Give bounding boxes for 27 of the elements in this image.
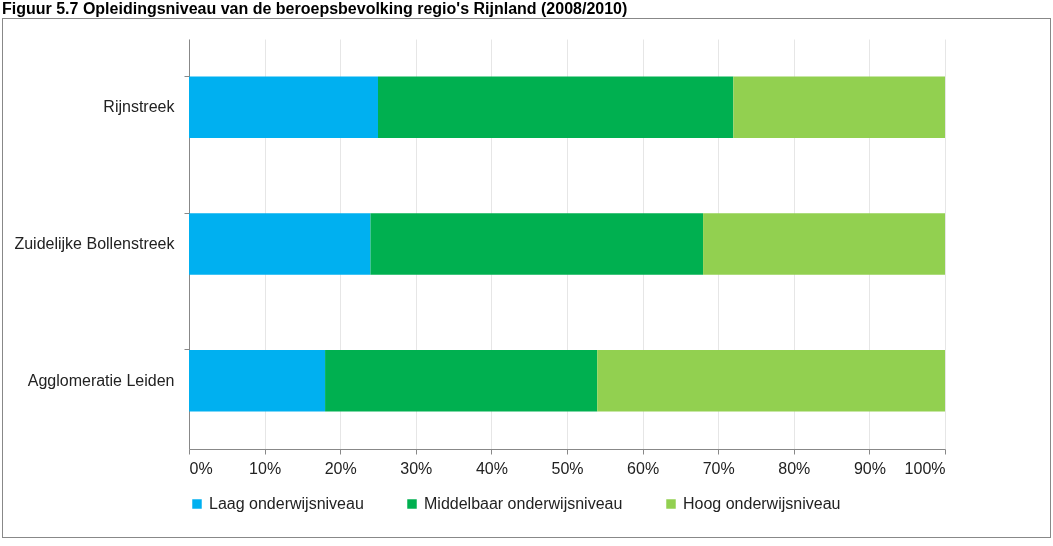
x-tick-label: 10%	[249, 459, 282, 477]
bar	[703, 213, 945, 275]
bar	[189, 349, 326, 412]
bar	[597, 349, 945, 412]
bar	[189, 76, 378, 139]
x-tick-label: 100%	[904, 459, 946, 477]
bar	[378, 76, 734, 139]
x-tick-label: 20%	[324, 459, 357, 477]
x-tick-label: 50%	[551, 459, 584, 477]
y-tick-label: Rijnstreek	[103, 98, 176, 116]
bar	[189, 213, 371, 275]
legend-label: Laag onderwijsniveau	[209, 495, 364, 512]
bar	[370, 213, 704, 275]
legend-label: Hoog onderwijsniveau	[683, 495, 841, 512]
x-tick-label: 70%	[702, 459, 735, 477]
bar	[733, 76, 945, 139]
x-tick-label: 90%	[853, 459, 886, 477]
legend-label: Middelbaar onderwijsniveau	[424, 495, 623, 512]
chart-title: Figuur 5.7 Opleidingsniveau van de beroepsbevolking regio's Rijnland (2008/2010)	[1, 0, 629, 18]
bar	[325, 349, 598, 412]
x-tick-label: 40%	[475, 459, 508, 477]
y-tick-label: Zuidelijke Bollenstreek	[14, 235, 176, 252]
x-tick-label: 30%	[400, 459, 433, 477]
x-tick-label: 60%	[627, 459, 660, 477]
x-tick-label: 0%	[189, 459, 213, 477]
x-tick-label: 80%	[778, 459, 811, 477]
y-tick-label: Agglomeratie Leiden	[27, 371, 175, 389]
